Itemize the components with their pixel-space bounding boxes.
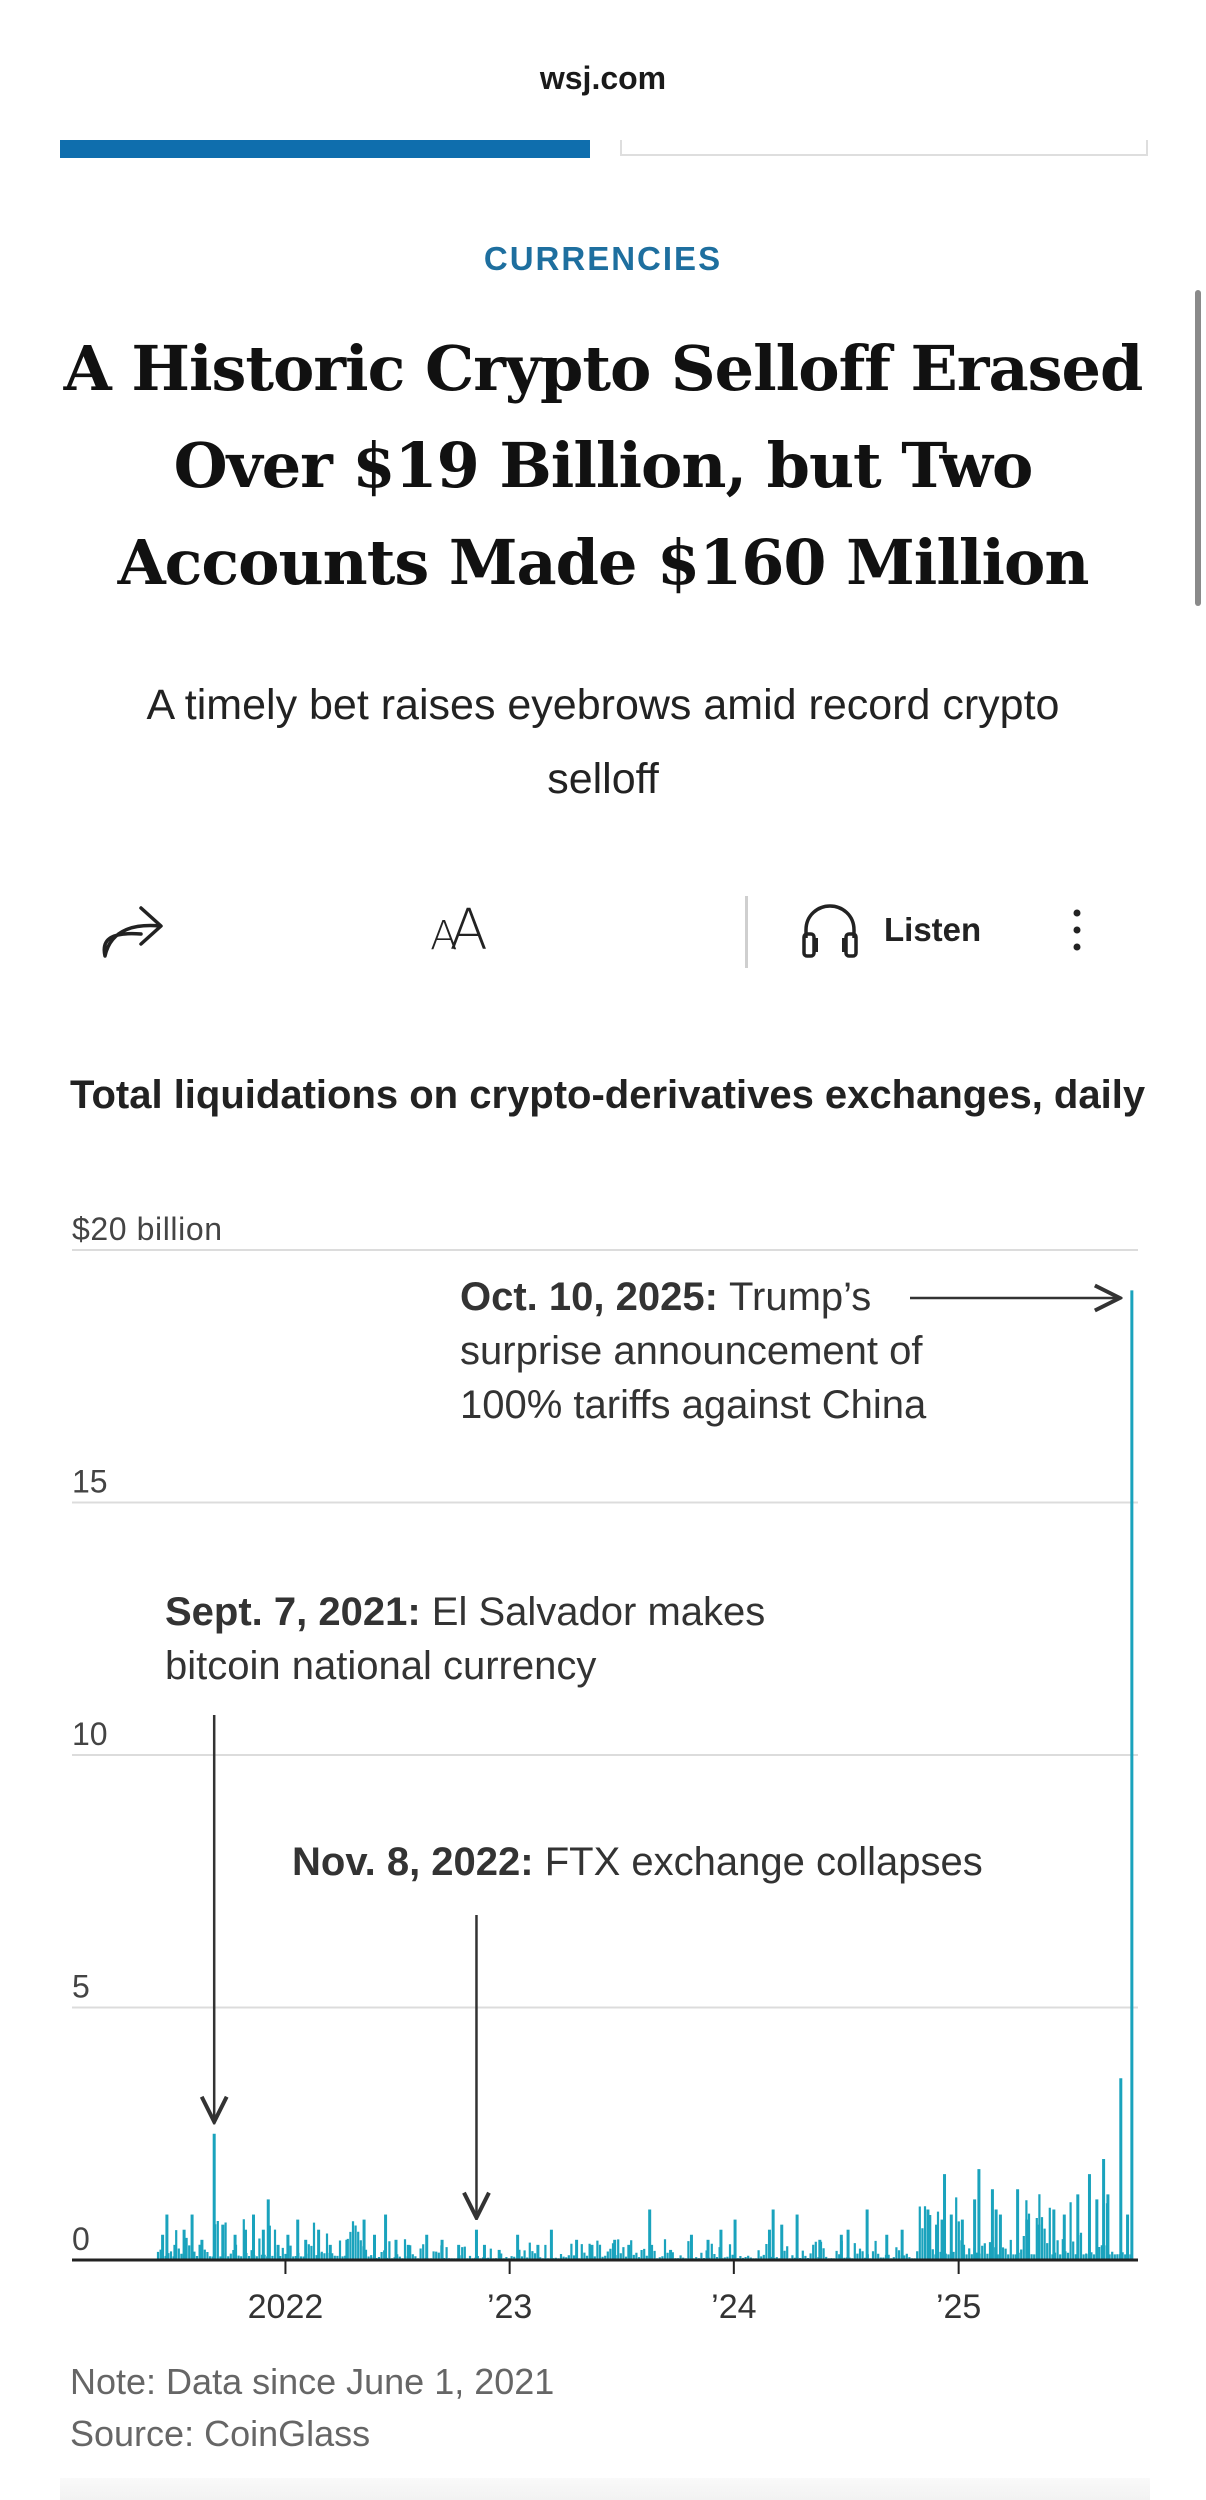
section-label[interactable]: CURRENCIES <box>483 240 723 277</box>
annotation-text: Sept. 7, 2021: El Salvador makes bitcoin … <box>165 1590 765 1688</box>
share-button[interactable] <box>95 902 169 962</box>
x-tick-label: ’24 <box>711 2288 756 2326</box>
share-arrow-icon <box>102 906 163 958</box>
y-tick-label: $20 billion <box>72 1211 222 1247</box>
y-tick-label: 5 <box>72 1969 90 2005</box>
scrollbar[interactable] <box>1195 290 1201 606</box>
article-toolbar: AA Listen <box>0 880 1206 980</box>
y-tick-label: 0 <box>72 2221 90 2257</box>
x-tick-label: 2022 <box>248 2288 324 2326</box>
chart-note-block: Note: Data since June 1, 2021 Source: Co… <box>70 2356 554 2460</box>
article-headline: A Historic Crypto Selloff Erased Over $1… <box>63 332 1144 599</box>
x-tick-label: ’25 <box>936 2288 981 2326</box>
more-vertical-icon <box>1073 909 1081 951</box>
text-size-icon: AA <box>430 897 488 963</box>
chart-note: Note: Data since June 1, 2021 <box>70 2361 555 2402</box>
y-tick-label: 10 <box>72 1716 108 1752</box>
reading-progress-track <box>620 140 1148 156</box>
annotation-text: Oct. 10, 2025: Trump’s surprise announcem… <box>460 1275 927 1427</box>
bottom-fade <box>60 2478 1150 2500</box>
daily-liquidation-bars <box>156 2194 1132 2260</box>
listen-label: Listen <box>884 911 982 948</box>
listen-button[interactable]: Listen <box>798 898 981 962</box>
toolbar-divider <box>745 896 748 968</box>
article-dek: A timely bet raises eyebrows amid record… <box>146 681 1060 803</box>
headphones-icon <box>802 904 858 958</box>
browser-url[interactable]: wsj.com <box>539 60 667 96</box>
y-tick-label: 15 <box>72 1464 108 1500</box>
annotation-text: Nov. 8, 2022: FTX exchange collapses <box>292 1840 983 1884</box>
reading-progress-bar <box>60 140 590 158</box>
more-options-button[interactable] <box>1062 898 1092 962</box>
x-tick-label: ’23 <box>487 2288 532 2326</box>
chart-title: Total liquidations on crypto-derivatives… <box>70 1073 1146 1117</box>
text-size-button[interactable]: AA <box>415 892 495 968</box>
liquidations-chart: $20 billion 15 10 5 0 2022 ’23 ’24 ’25 Oct. 10, 2… <box>72 1211 1138 2326</box>
chart-source: Source: CoinGlass <box>70 2413 371 2454</box>
